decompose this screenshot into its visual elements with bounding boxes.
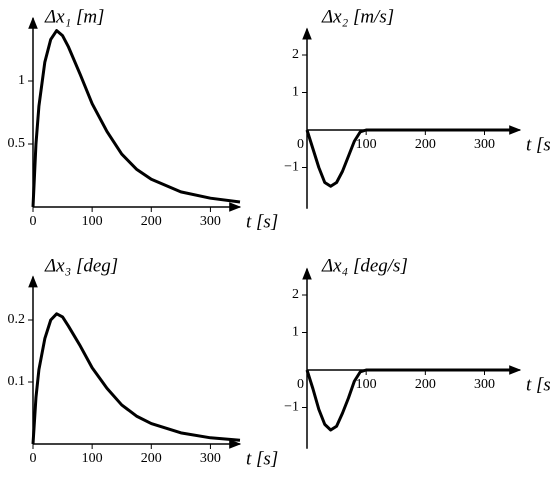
x-tick-label: 300 [474,377,495,392]
chart-title: Δx₄ [deg/s] [321,255,408,276]
x-tick-label: 200 [141,451,162,466]
x-tick-label: 0 [297,377,304,392]
x-tick-label: 200 [141,214,162,229]
x-tick-label: 300 [474,137,495,152]
data-line [305,128,515,188]
y-tick-label: 1 [292,85,299,100]
y-tick-label: −1 [284,160,299,175]
x-axis-label: t [s] [246,448,278,469]
x-tick-label: 300 [200,214,221,229]
x-tick-label: 100 [82,451,103,466]
x-tick-label: 0 [297,137,304,152]
x-tick-label: 200 [415,377,436,392]
data-line [31,312,241,445]
chart-title: Δx₁ [m] [44,6,104,27]
data-line [31,29,241,208]
y-tick-label: −1 [284,400,299,415]
x-tick-label: 200 [415,137,436,152]
x-tick-label: 100 [82,214,103,229]
y-tick-label: 0.5 [8,136,26,151]
y-tick-label: 2 [292,287,299,302]
x-axis-label: t [s] [526,134,550,155]
x-tick-label: 0 [30,451,37,466]
x-axis-label: t [s] [526,374,550,395]
y-tick-label: 1 [18,73,25,88]
y-tick-label: 1 [292,325,299,340]
y-tick-label: 2 [292,47,299,62]
x-tick-label: 0 [30,214,37,229]
data-line [305,368,515,432]
x-tick-label: 100 [356,137,377,152]
y-tick-label: 0.2 [8,312,26,327]
x-axis-label: t [s] [246,211,278,232]
chart-title: Δx₃ [deg] [44,255,118,276]
y-tick-label: 0.1 [8,374,26,389]
x-tick-label: 300 [200,451,221,466]
chart-title: Δx₂ [m/s] [321,6,394,27]
x-tick-label: 100 [356,377,377,392]
